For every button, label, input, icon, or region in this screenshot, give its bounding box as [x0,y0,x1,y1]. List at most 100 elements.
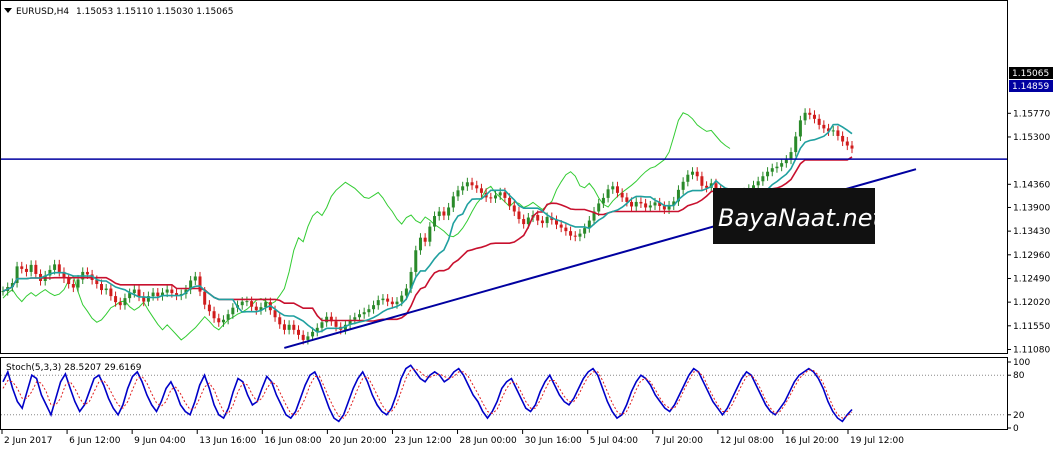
candle-body [601,197,605,204]
stoch-tick-label: 0 [1013,424,1019,434]
candle-body [193,276,197,281]
candle-body [245,301,249,303]
kijun-sen-line [2,156,853,322]
candle-body [489,197,493,199]
time-tick-label: 5 Jul 04:00 [590,436,639,446]
candle-body [395,301,399,305]
candle-body [297,329,301,335]
candle-body [109,288,113,297]
candle-body [766,171,770,177]
indicator-axis: 100 80 20 0 [1007,358,1030,434]
candle-body [587,220,591,229]
time-tick-label: 12 Jul 08:00 [720,436,774,446]
candle-body [404,288,408,296]
candle-body [189,280,193,290]
candle-body [554,220,558,225]
candle-body [475,185,479,189]
price-tick-label: 1.11080 [1013,345,1050,355]
candle-body [301,334,305,340]
hline-price-label: 1.14859 [1012,82,1049,92]
candle-body [714,183,718,190]
time-tick-label: 7 Jul 20:00 [655,436,704,446]
candle-body [325,316,329,323]
candle-body [198,276,202,292]
candle-body [160,292,164,297]
candle-body [315,327,319,332]
candle-body [812,114,816,119]
candle-body [850,145,854,149]
candle-body [428,226,432,242]
candle-body [775,166,779,169]
candle-body [357,314,361,318]
chikou-span-line [2,112,731,341]
candle-body [620,192,624,198]
price-tick-label: 1.12960 [1013,251,1050,261]
candle-body [606,189,610,198]
stoch-main-line [2,364,853,423]
candle-body [67,278,71,285]
candle-body [207,304,211,312]
candle-body [311,331,315,337]
watermark-logo: BayaNaat.net [713,188,883,244]
candle-body [470,182,474,186]
candle-body [137,289,141,297]
candle-body [761,176,765,182]
candle-body [1,291,5,293]
candle-body [170,289,174,294]
candle-body [784,159,788,164]
candle-body [798,120,802,137]
candle-body [494,195,498,199]
candle-body [517,211,521,220]
candle-body [320,322,324,328]
candle-body [451,196,455,208]
time-tick-label: 28 Jun 00:00 [460,436,517,446]
candle-body [639,201,643,204]
price-tick-label: 1.14360 [1013,180,1050,190]
current-price-tag: 1.15065 [1009,67,1053,79]
candle-body [578,233,582,237]
candle-body [545,217,549,224]
candle-body [756,181,760,186]
candle-body [217,318,221,323]
candle-body [456,190,460,197]
candle-body [367,309,371,313]
candle-body [48,269,52,276]
price-axis: 1.15770 1.15300 1.14360 1.13900 1.13430 1.129… [1007,109,1050,355]
time-tick-label: 13 Jun 16:00 [199,436,256,446]
stoch-tick-label: 20 [1013,411,1025,421]
watermark-text: BayaNaat.net [718,204,883,232]
candle-body [803,112,807,121]
candle-body [597,203,601,212]
candle-body [278,317,282,325]
time-tick-label: 23 Jun 12:00 [394,436,451,446]
candle-body [498,192,502,196]
symbol-label: EURUSD,H4 [16,7,69,17]
candle-body [231,307,235,315]
candle-body [447,207,451,216]
candle-body [104,288,108,291]
candle-body [423,237,427,242]
candle-body [10,283,14,288]
candle-body [24,268,28,272]
candle-body [686,174,690,182]
symbol-dropdown-icon[interactable] [4,8,12,13]
candle-body [808,112,812,115]
candle-body [334,321,338,327]
stoch-tick-label: 80 [1013,371,1025,381]
candle-body [564,227,568,232]
candle-body [536,215,540,221]
candle-body [662,205,666,210]
candle-body [264,302,268,308]
candle-body [254,306,258,311]
candle-body [672,201,676,206]
candle-body [442,211,446,216]
time-tick-label: 2 Jun 2017 [4,436,52,446]
price-tick-label: 1.13900 [1013,203,1050,213]
candle-body [306,336,310,340]
candle-body [630,201,634,207]
candle-body [583,228,587,234]
stoch-tick-label: 100 [1013,358,1030,368]
candle-body [822,124,826,129]
candle-body [658,202,662,206]
